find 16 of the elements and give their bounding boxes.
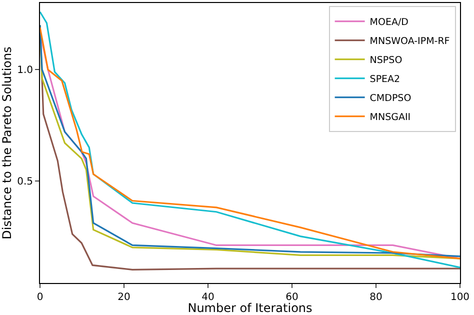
x-tick-label: 100: [450, 292, 470, 303]
legend-label: MNSGAII: [370, 112, 411, 124]
legend-label: SPEA2: [370, 74, 400, 86]
y-tick-label: 1.0: [17, 65, 33, 76]
x-tick-label: 40: [202, 292, 214, 303]
legend-label: CMDPSO: [370, 93, 412, 104]
x-tick-label: 80: [370, 292, 382, 303]
legend-label: NSPSO: [370, 55, 402, 66]
x-tick-label: 60: [286, 292, 298, 303]
y-axis-title: Distance to the Pareto Solutions: [0, 46, 14, 240]
legend-label: MOEA/D: [370, 17, 409, 28]
y-tick-label: 0.5: [17, 176, 33, 188]
x-tick-label: 20: [118, 292, 130, 303]
x-axis-title: Number of Iterations: [188, 301, 312, 315]
legend-label: MNSWOA-IPM-RF: [370, 36, 450, 48]
x-tick-label: 0: [36, 292, 44, 303]
